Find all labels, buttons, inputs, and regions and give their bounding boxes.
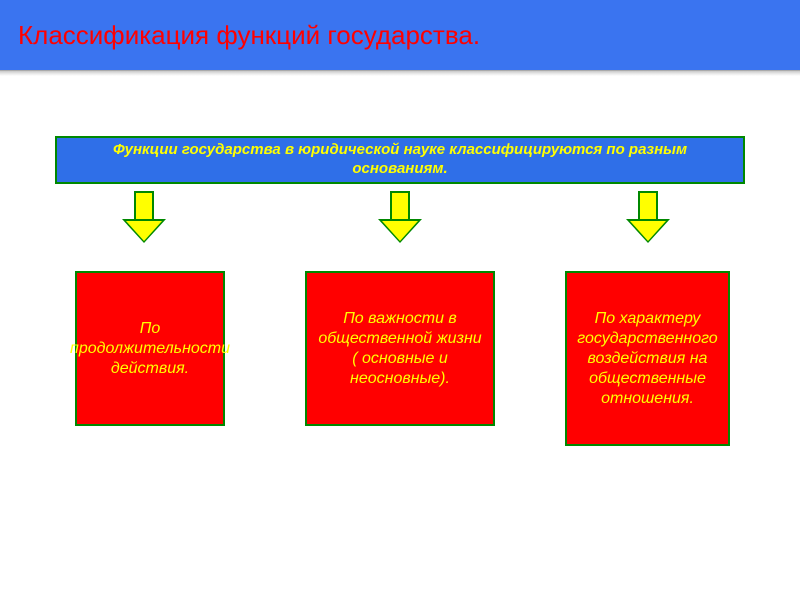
header-bar: Классификация функций государства. <box>0 0 800 70</box>
header-divider <box>0 70 800 76</box>
category-box-text: По важности в общественной жизни ( основ… <box>315 309 485 389</box>
page-title: Классификация функций государства. <box>18 20 480 51</box>
category-box-text: По продолжительности действия. <box>70 319 230 379</box>
category-box-importance: По важности в общественной жизни ( основ… <box>305 271 495 426</box>
arrow-down-icon <box>626 191 670 247</box>
category-box-character: По характеру государственного воздействи… <box>565 271 730 446</box>
arrow-down-icon <box>122 191 166 247</box>
category-box-text: По характеру государственного воздействи… <box>575 309 720 409</box>
arrow-down-icon <box>378 191 422 247</box>
category-box-duration: По продолжительности действия. <box>75 271 225 426</box>
top-box-text: Функции государства в юридической науке … <box>87 141 713 179</box>
top-box: Функции государства в юридической науке … <box>55 136 745 184</box>
